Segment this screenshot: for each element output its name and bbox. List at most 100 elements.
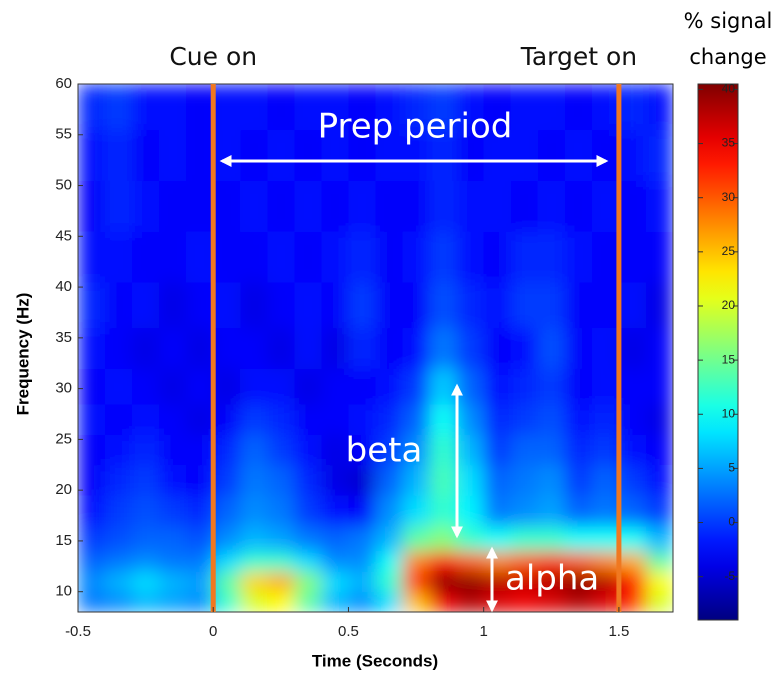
heatmap-cell [456, 368, 485, 405]
heatmap-cell [429, 551, 458, 572]
heatmap-cell [159, 571, 187, 593]
heatmap-cell [267, 591, 295, 612]
heatmap-cell [294, 282, 322, 329]
event-label: Cue on [169, 42, 257, 71]
heatmap-cell [618, 464, 647, 496]
heatmap-cell [375, 591, 404, 612]
heatmap-cell [213, 84, 241, 131]
heatmap-cell [375, 180, 404, 232]
heatmap-cell [564, 403, 593, 435]
heatmap-cell [375, 403, 404, 435]
heatmap-cell [186, 434, 214, 466]
heatmap-cell [348, 551, 376, 572]
heatmap-cell [591, 495, 620, 527]
heatmap-cell [267, 282, 295, 329]
y-axis-label: Frequency (Hz) [13, 293, 32, 416]
heatmap-cell [456, 403, 485, 435]
heatmap-cell [537, 282, 566, 329]
heatmap-cell [402, 551, 431, 572]
heatmap-cell [429, 525, 458, 552]
heatmap-cell [132, 434, 160, 466]
heatmap-cell [78, 403, 106, 435]
heatmap-cell [591, 464, 620, 496]
heatmap-cell [321, 231, 349, 283]
heatmap-cell [537, 84, 566, 131]
heatmap-cell [402, 368, 431, 405]
heatmap-cell [213, 551, 241, 572]
heatmap-cell [564, 495, 593, 527]
heatmap-cell [564, 129, 593, 181]
heatmap-cell [213, 495, 241, 527]
heatmap-cell [267, 551, 295, 572]
heatmap-cell [456, 551, 485, 572]
heatmap-cell [456, 434, 485, 466]
colorbar-title: % signal [684, 9, 773, 33]
heatmap-cell [564, 327, 593, 369]
heatmap-cell [186, 464, 214, 496]
heatmap-cell [240, 403, 268, 435]
heatmap-cell [132, 84, 160, 131]
heatmap-cell [105, 591, 133, 612]
heatmap-cell [402, 327, 431, 369]
heatmap-cell [375, 464, 404, 496]
heatmap-cell [213, 180, 241, 232]
heatmap-cell [348, 282, 376, 329]
colorbar-tick-label: 15 [722, 352, 736, 366]
heatmap-cell [591, 571, 620, 593]
heatmap-cell [510, 571, 539, 593]
heatmap-cell [402, 403, 431, 435]
heatmap-cell [645, 403, 673, 435]
heatmap-cell [321, 495, 349, 527]
y-tick-label: 35 [55, 329, 72, 346]
heatmap-cell [537, 231, 566, 283]
heatmap-cell [618, 180, 647, 232]
heatmap-cell [267, 180, 295, 232]
heatmap-cell [78, 591, 106, 612]
heatmap-cell [78, 571, 106, 593]
heatmap-cell [510, 591, 539, 612]
heatmap-cell [429, 368, 458, 405]
x-tick-label: 0 [209, 623, 217, 640]
heatmap-cell [186, 571, 214, 593]
heatmap-cell [564, 180, 593, 232]
heatmap-cell [456, 525, 485, 552]
heatmap-cell [159, 368, 187, 405]
heatmap-cell [510, 84, 539, 131]
heatmap-cell [645, 591, 673, 612]
heatmap-cell [618, 282, 647, 329]
annotation: Prep period [318, 107, 513, 147]
heatmap-cell [564, 591, 593, 612]
heatmap [78, 84, 673, 612]
heatmap-cell [240, 571, 268, 593]
heatmap-cell [321, 551, 349, 572]
overlay [210, 84, 622, 612]
heatmap-cell [618, 525, 647, 552]
heatmap-cell [591, 231, 620, 283]
heatmap-cell [375, 571, 404, 593]
heatmap-cell [510, 434, 539, 466]
heatmap-cell [240, 464, 268, 496]
heatmap-cell [294, 434, 322, 466]
y-tick-label: 30 [55, 380, 72, 397]
heatmap-cell [591, 180, 620, 232]
heatmap-cell [429, 464, 458, 496]
heatmap-cell [375, 84, 404, 131]
heatmap-cell [645, 180, 673, 232]
heatmap-cell [294, 495, 322, 527]
heatmap-cell [159, 84, 187, 131]
heatmap-cell [321, 591, 349, 612]
x-tick-label: 1.5 [608, 623, 629, 640]
heatmap-cell [267, 525, 295, 552]
colorbar-tick-label: -5 [724, 569, 735, 583]
heatmap-cell [402, 591, 431, 612]
heatmap-cell [645, 129, 673, 181]
heatmap-cell [537, 434, 566, 466]
heatmap-cell [645, 551, 673, 572]
heatmap-cell [78, 551, 106, 572]
heatmap-cell [537, 327, 566, 369]
heatmap-cell [564, 551, 593, 572]
heatmap-cell [321, 525, 349, 552]
heatmap-cell [429, 327, 458, 369]
colorbar-tick-label: 10 [722, 406, 736, 420]
